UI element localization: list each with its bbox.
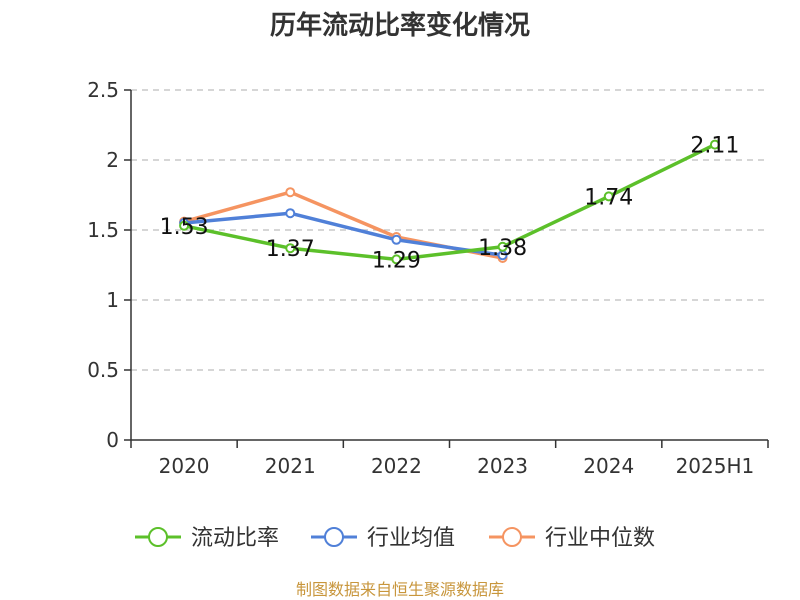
chart-title: 历年流动比率变化情况: [270, 10, 530, 41]
legend-label: 流动比率: [191, 526, 279, 551]
data-point: [497, 241, 508, 252]
legend-marker-icon: [502, 527, 522, 547]
y-tick-label: 1.5: [87, 218, 119, 242]
x-tick-label: 2020: [159, 454, 210, 478]
data-label: 2.11: [690, 134, 739, 159]
legend-marker-icon: [148, 527, 168, 547]
data-point: [391, 254, 402, 265]
series-line: [183, 211, 503, 257]
data-point: [391, 234, 402, 245]
legend: 流动比率 行业均值 行业中位数: [135, 526, 655, 551]
data-point: [603, 191, 614, 202]
data-label: 1.74: [584, 185, 633, 210]
y-tick-label: 0: [106, 428, 119, 452]
data-label: 1.38: [478, 236, 527, 261]
x-tick-label: 2024: [583, 454, 634, 478]
series-0: [179, 139, 720, 265]
data-label: 1.37: [266, 237, 315, 262]
legend-item[interactable]: 行业中位数: [489, 526, 655, 551]
y-tick-label: 2.5: [87, 78, 119, 102]
y-tick-label: 2: [106, 148, 119, 172]
data-point: [179, 220, 190, 231]
data-point: [285, 208, 296, 219]
grid: [131, 89, 768, 371]
legend-marker-icon: [324, 527, 344, 547]
source-note: 制图数据来自恒生聚源数据库: [296, 580, 504, 599]
x-tick-label: 2022: [371, 454, 422, 478]
axes: 0 0.5 1 1.5 2 2.5 2020 2021 2022 2023 2024 2025H1: [87, 78, 769, 478]
legend-label: 行业中位数: [545, 526, 655, 551]
legend-label: 行业均值: [367, 526, 455, 551]
y-tick-label: 1: [106, 288, 119, 312]
x-tick-label: 2023: [477, 454, 528, 478]
series-line: [183, 143, 716, 262]
y-tick-label: 0.5: [87, 358, 119, 382]
x-tick-label: 2025H1: [676, 454, 755, 478]
legend-item[interactable]: 流动比率: [135, 526, 279, 551]
data-point: [709, 139, 720, 150]
legend-item[interactable]: 行业均值: [311, 526, 455, 551]
x-tick-label: 2021: [265, 454, 316, 478]
data-point: [285, 187, 296, 198]
data-labels: 1.53 1.37 1.29 1.38 1.74 2.11: [160, 134, 740, 274]
series-layer: [179, 139, 720, 265]
data-label: 1.29: [372, 248, 421, 273]
data-point: [285, 243, 296, 254]
data-label: 1.53: [160, 215, 209, 240]
